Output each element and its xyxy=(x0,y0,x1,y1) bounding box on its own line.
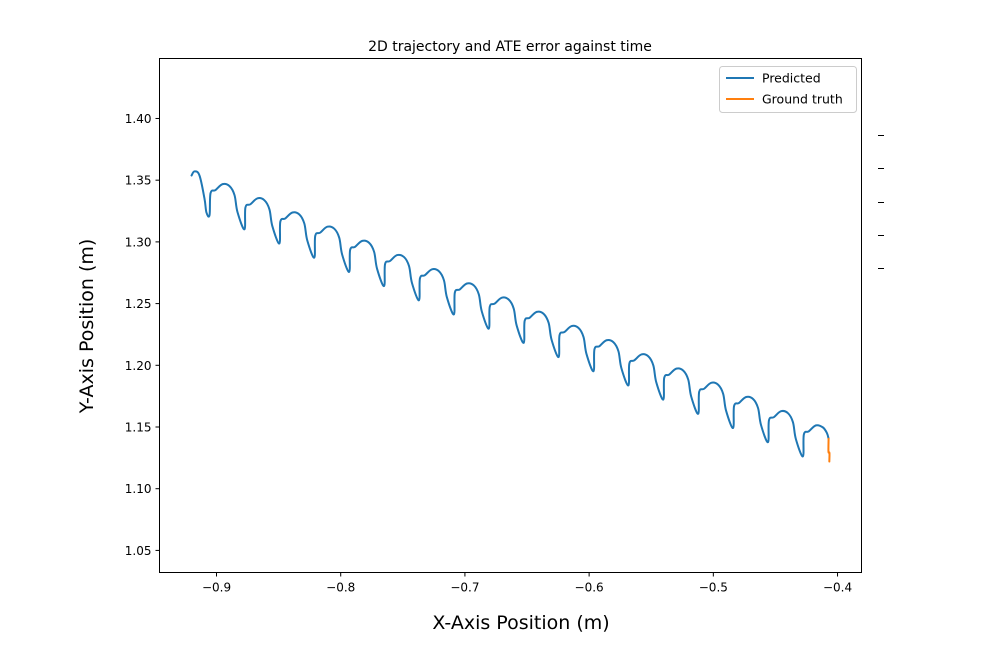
series-line-ground-truth xyxy=(827,437,831,463)
x-axis-ticks: −0.9 −0.8 −0.7 −0.6 −0.5 −0.4 xyxy=(202,572,852,595)
x-tick-label: −0.4 xyxy=(823,581,852,595)
y-tick-label: 1.25 xyxy=(125,297,152,311)
y-axis-ticks: 1.05 1.10 1.15 1.20 1.25 1.30 1.35 1.40 xyxy=(125,112,160,558)
y-tick-label: 1.05 xyxy=(125,544,152,558)
series-line-predicted xyxy=(190,170,830,458)
x-tick-label: −0.9 xyxy=(202,581,231,595)
x-axis-label: X-Axis Position (m) xyxy=(432,612,609,634)
plot-frame xyxy=(159,58,862,573)
right-axis-ticks xyxy=(878,135,884,269)
series-layer xyxy=(190,170,831,463)
y-tick-label: 1.30 xyxy=(125,235,152,249)
y-tick-label: 1.15 xyxy=(125,421,152,435)
legend-label-ground-truth: Ground truth xyxy=(762,92,843,107)
legend: Predicted Ground truth xyxy=(719,66,857,113)
x-tick-label: −0.6 xyxy=(575,581,604,595)
x-tick-label: −0.8 xyxy=(326,581,355,595)
x-tick-label: −0.5 xyxy=(699,581,728,595)
y-tick-label: 1.35 xyxy=(125,174,152,188)
x-tick-label: −0.7 xyxy=(450,581,479,595)
y-axis-label: Y-Axis Position (m) xyxy=(76,239,98,415)
chart-title: 2D trajectory and ATE error against time xyxy=(368,39,652,55)
legend-label-predicted: Predicted xyxy=(762,71,821,86)
y-tick-label: 1.40 xyxy=(125,112,152,126)
y-tick-label: 1.10 xyxy=(125,482,152,496)
y-tick-label: 1.20 xyxy=(125,359,152,373)
